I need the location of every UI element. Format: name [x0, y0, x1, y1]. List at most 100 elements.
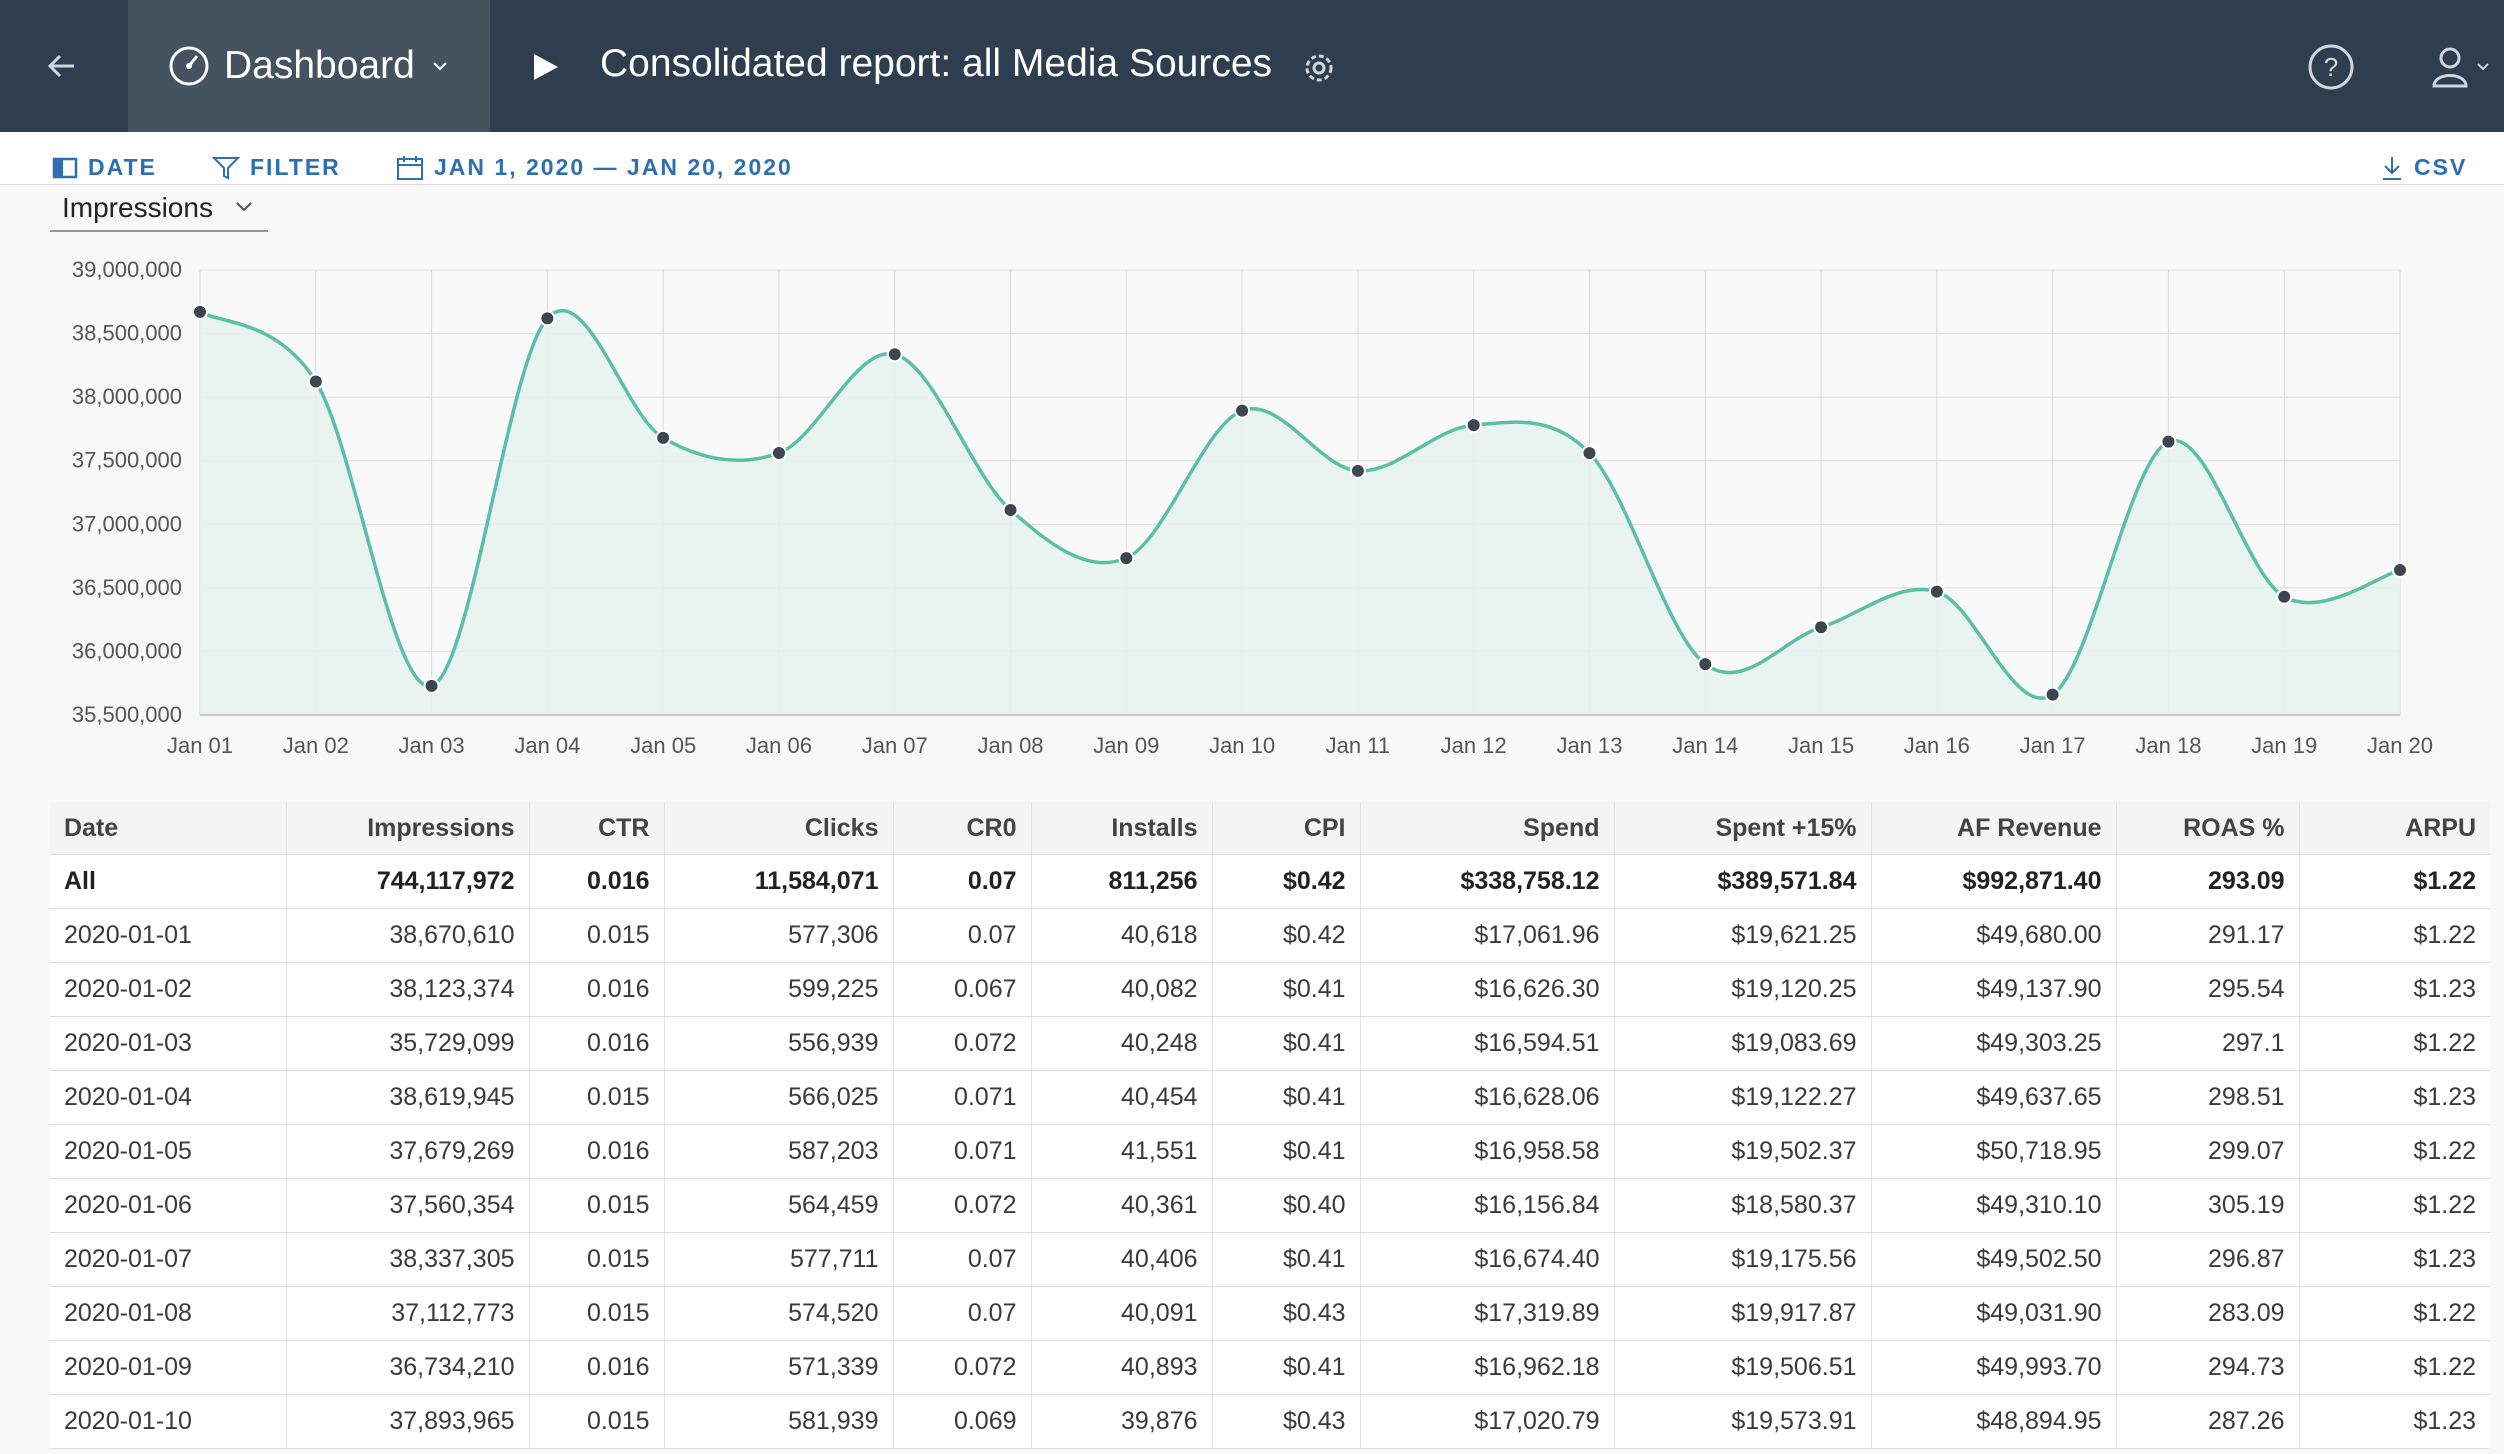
table-cell: 299.07 [2116, 1124, 2300, 1179]
x-tick-label: Jan 17 [2020, 733, 2086, 758]
column-header[interactable]: CTR [529, 802, 665, 855]
column-header[interactable]: Spend [1360, 802, 1615, 855]
table-cell: 0.015 [529, 1178, 665, 1233]
table-cell: $0.43 [1212, 1394, 1361, 1449]
table-cell: 0.015 [529, 908, 665, 963]
table-cell: $0.41 [1212, 1232, 1361, 1287]
column-header[interactable]: CR0 [893, 802, 1032, 855]
table-cell: 40,406 [1031, 1232, 1213, 1287]
table-cell: 2020-01-05 [50, 1124, 287, 1179]
table-cell: 37,893,965 [286, 1394, 530, 1449]
y-tick-label: 36,000,000 [72, 638, 182, 663]
user-menu-icon[interactable] [2426, 42, 2496, 92]
x-tick-label: Jan 19 [2251, 733, 2317, 758]
data-point[interactable] [1118, 550, 1135, 567]
data-point[interactable] [1465, 417, 1482, 434]
calendar-icon [397, 155, 423, 180]
table-cell: 40,248 [1031, 1016, 1213, 1071]
table-cell: 40,454 [1031, 1070, 1213, 1125]
table-cell: $0.40 [1212, 1178, 1361, 1233]
table-cell: 564,459 [664, 1178, 894, 1233]
help-icon[interactable]: ? [2306, 42, 2356, 92]
table-cell: 295.54 [2116, 962, 2300, 1017]
data-point[interactable] [886, 346, 903, 363]
table-cell: $16,594.51 [1360, 1016, 1615, 1071]
date-range-picker[interactable]: JAN 1, 2020 — JAN 20, 2020 [396, 154, 793, 181]
table-cell: $16,626.30 [1360, 962, 1615, 1017]
table-cell: 577,306 [664, 908, 894, 963]
table-cell: $992,871.40 [1871, 854, 2117, 909]
column-header[interactable]: CPI [1212, 802, 1361, 855]
y-tick-label: 39,000,000 [72, 257, 182, 282]
data-point[interactable] [655, 429, 672, 446]
dashboard-menu-button[interactable]: Dashboard [128, 0, 490, 132]
table-cell: 0.015 [529, 1394, 665, 1449]
top-bar: Dashboard Consolidated report: all Media… [0, 0, 2504, 132]
table-row: 2020-01-10 37,893,965 0.015 581,939 0.069 39,… [50, 1394, 2490, 1449]
table-cell: $1.22 [2299, 854, 2490, 909]
column-header[interactable]: ROAS % [2116, 802, 2300, 855]
table-cell: 556,939 [664, 1016, 894, 1071]
impressions-chart: 35,500,000 36,000,000 36,500,000 37,000,000… [72, 257, 2433, 758]
data-point[interactable] [307, 373, 324, 390]
table-row: 2020-01-04 38,619,945 0.015 566,025 0.071 40,… [50, 1070, 2490, 1125]
table-cell: $0.42 [1212, 854, 1361, 909]
x-tick-label: Jan 01 [167, 733, 233, 758]
table-cell: 294.73 [2116, 1340, 2300, 1395]
x-tick-label: Jan 20 [2367, 733, 2433, 758]
data-point[interactable] [2160, 433, 2177, 450]
column-header[interactable]: Impressions [286, 802, 530, 855]
data-point[interactable] [1234, 402, 1251, 419]
svg-text:?: ? [2324, 52, 2338, 82]
back-arrow-icon[interactable] [40, 44, 84, 88]
gear-icon[interactable] [1300, 49, 1338, 87]
csv-download-button[interactable]: CSV [2380, 154, 2467, 181]
table-row: 2020-01-03 35,729,099 0.016 556,939 0.072 40,… [50, 1016, 2490, 1071]
data-point[interactable] [2392, 562, 2408, 579]
data-point[interactable] [423, 677, 440, 694]
chevron-down-icon [236, 202, 252, 212]
table-cell: $49,137.90 [1871, 962, 2117, 1017]
table-cell: $49,031.90 [1871, 1286, 2117, 1341]
report-table: Date Impressions CTR Clicks CR0 Installs CPI Sp… [50, 802, 2490, 1449]
data-point[interactable] [1697, 656, 1714, 673]
metric-dropdown[interactable]: Impressions [50, 188, 268, 232]
table-cell: 0.015 [529, 1070, 665, 1125]
filter-icon [212, 156, 240, 180]
date-group-button[interactable]: DATE [52, 154, 157, 181]
x-tick-label: Jan 07 [862, 733, 928, 758]
column-header[interactable]: Spent +15% [1614, 802, 1872, 855]
table-cell: 298.51 [2116, 1070, 2300, 1125]
table-cell: $16,156.84 [1360, 1178, 1615, 1233]
table-cell: All [50, 854, 287, 909]
data-point[interactable] [1928, 583, 1945, 600]
data-point[interactable] [1349, 462, 1366, 479]
table-cell: $17,061.96 [1360, 908, 1615, 963]
table-cell: 0.016 [529, 962, 665, 1017]
toolbar: DATE FILTER JAN 1, 2020 — JAN 20, 2020 C… [0, 132, 2504, 185]
table-cell: 2020-01-01 [50, 908, 287, 963]
data-point[interactable] [2276, 588, 2293, 605]
table-cell: $0.41 [1212, 962, 1361, 1017]
x-tick-label: Jan 05 [630, 733, 696, 758]
column-header[interactable]: AF Revenue [1871, 802, 2117, 855]
data-point[interactable] [770, 445, 787, 462]
table-cell: 2020-01-06 [50, 1178, 287, 1233]
column-header[interactable]: ARPU [2299, 802, 2490, 855]
column-header[interactable]: Date [50, 802, 287, 855]
filter-button[interactable]: FILTER [212, 154, 341, 181]
column-header[interactable]: Clicks [664, 802, 894, 855]
data-point[interactable] [2044, 686, 2061, 703]
x-tick-label: Jan 15 [1788, 733, 1854, 758]
data-point[interactable] [192, 303, 208, 320]
table-cell: $0.41 [1212, 1016, 1361, 1071]
table-cell: 0.015 [529, 1286, 665, 1341]
data-point[interactable] [1813, 619, 1830, 636]
data-point[interactable] [1581, 445, 1598, 462]
data-point[interactable] [539, 310, 556, 327]
column-header[interactable]: Installs [1031, 802, 1213, 855]
table-cell: 0.067 [893, 962, 1032, 1017]
table-cell: 11,584,071 [664, 854, 894, 909]
data-point[interactable] [1002, 501, 1019, 518]
table-cell: 2020-01-10 [50, 1394, 287, 1449]
